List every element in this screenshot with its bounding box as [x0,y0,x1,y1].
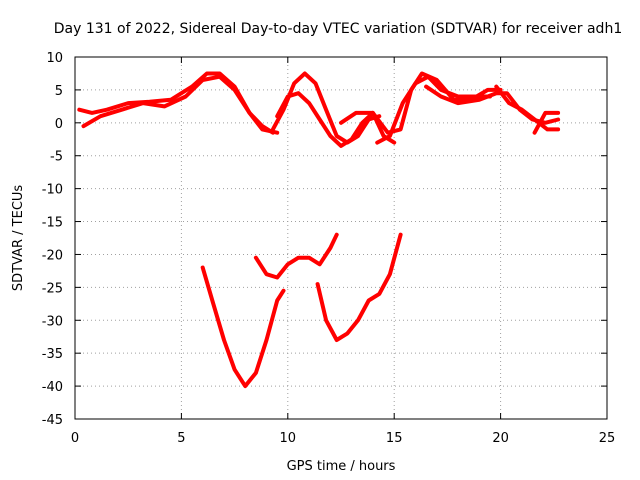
series-line-sat-i [532,110,561,135]
x-tick-label: 15 [386,431,403,446]
x-tick-label: 5 [177,431,185,446]
series-line-sat-k [253,232,339,280]
x-tick-label: 20 [492,431,509,446]
x-tick-label: 25 [599,431,616,446]
series-line-sat-f [375,74,492,145]
series-line-sat-c [270,71,382,145]
series-line-sat-l [315,232,403,342]
chart-title: Day 131 of 2022, Sidereal Day-to-day VTE… [54,21,622,37]
y-tick-label: -30 [42,314,63,329]
y-tick-label: 10 [46,51,63,66]
y-tick-label: -5 [50,150,63,165]
series-line-sat-b [81,74,280,135]
y-tick-label: -25 [42,281,63,296]
y-tick-label: -20 [42,248,63,263]
y-tick-label: 5 [55,84,63,99]
grid [75,57,607,419]
series-line-sat-h [494,84,561,132]
series-group [77,71,561,389]
y-tick-label: -35 [42,347,63,362]
series-line-sat-j [200,265,286,389]
x-axis-label: GPS time / hours [287,459,396,474]
y-tick-label: -45 [42,413,63,428]
plot-frame [74,56,608,420]
y-axis-label: SDTVAR / TECUs [11,185,26,292]
x-tick-label: 10 [280,431,297,446]
y-tick-label: -10 [42,183,63,198]
y-tick-label: -40 [42,380,63,395]
y-tick-label: -15 [42,216,63,231]
x-tick-label: 0 [71,431,79,446]
tick-labels: 0 5 10 15 20 25 10 5 0 -5 -10 -15 -20 -25 -30 -35 -40 -45 [42,51,616,446]
y-tick-label: 0 [55,117,63,132]
